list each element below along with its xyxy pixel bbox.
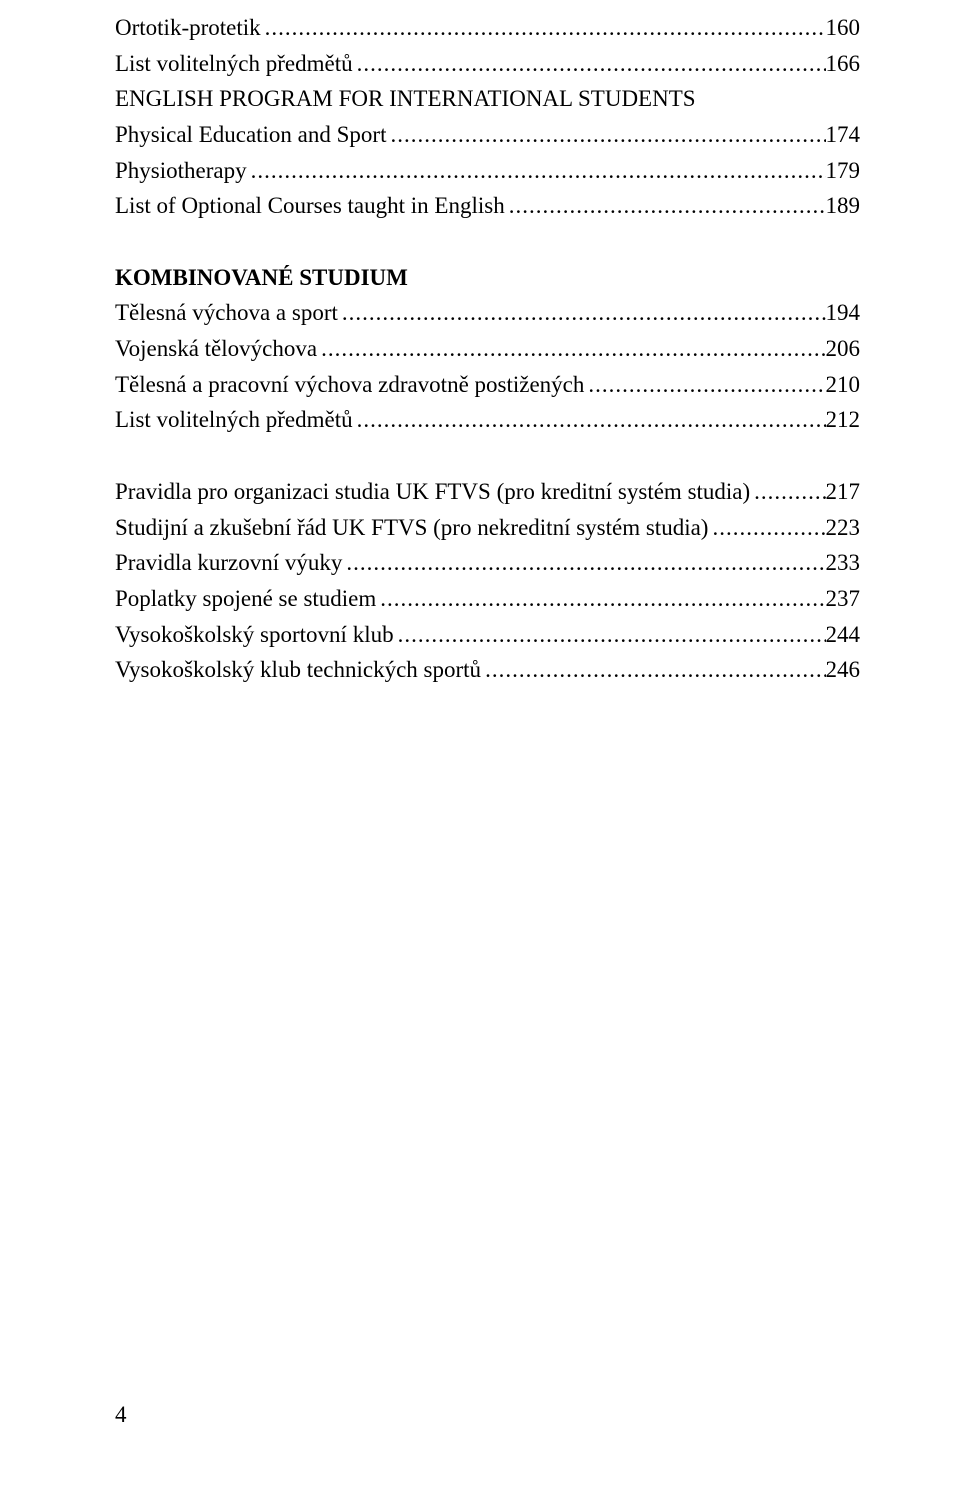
- toc-entry-page: 206: [826, 331, 861, 367]
- toc-leader-dots: [750, 474, 825, 510]
- toc-entry-page: 233: [826, 545, 861, 581]
- toc-entry-page: 179: [826, 153, 861, 189]
- toc-entry-label: Physical Education and Sport: [115, 117, 387, 153]
- toc-entry: Vysokoškolský sportovní klub 244: [115, 617, 860, 653]
- toc-entry-label: Vojenská tělovýchova: [115, 331, 317, 367]
- toc-leader-dots: [505, 188, 826, 224]
- toc-page: Ortotik-protetik160List volitelných před…: [0, 0, 960, 688]
- toc-leader-dots: [247, 153, 826, 189]
- toc-entry-page: 223: [826, 510, 861, 546]
- toc-entry: Poplatky spojené se studiem 237: [115, 581, 860, 617]
- toc-entry: Tělesná a pracovní výchova zdravotně pos…: [115, 367, 860, 403]
- toc-leader-dots: [342, 545, 825, 581]
- toc-entry: Vysokoškolský klub technických sportů 246: [115, 652, 860, 688]
- toc-entry-page: 244: [826, 617, 861, 653]
- toc-entry-label: Physiotherapy: [115, 153, 247, 189]
- blank-line: [115, 224, 860, 260]
- toc-leader-dots: [708, 510, 825, 546]
- toc-entry-label: Ortotik-protetik: [115, 10, 261, 46]
- toc-leader-dots: [317, 331, 825, 367]
- toc-entry-label: Vysokoškolský sportovní klub: [115, 617, 394, 653]
- toc-list: Ortotik-protetik160List volitelných před…: [115, 10, 860, 688]
- toc-entry-label: Pravidla pro organizaci studia UK FTVS (…: [115, 474, 750, 510]
- toc-leader-dots: [394, 617, 826, 653]
- toc-heading: KOMBINOVANÉ STUDIUM: [115, 260, 860, 296]
- toc-entry-page: 166: [826, 46, 861, 82]
- toc-leader-dots: [376, 581, 825, 617]
- blank-line: [115, 438, 860, 474]
- toc-entry-label: Tělesná a pracovní výchova zdravotně pos…: [115, 367, 584, 403]
- toc-entry: Pravidla pro organizaci studia UK FTVS (…: [115, 474, 860, 510]
- toc-entry-label: List volitelných předmětů: [115, 402, 353, 438]
- toc-leader-dots: [387, 117, 826, 153]
- toc-entry: Studijní a zkušební řád UK FTVS (pro nek…: [115, 510, 860, 546]
- toc-entry: List volitelných předmětů 212: [115, 402, 860, 438]
- page-number: 4: [115, 1402, 127, 1428]
- toc-entry-page: 210: [826, 367, 861, 403]
- toc-entry-page: 212: [826, 402, 861, 438]
- toc-entry-page: 217: [826, 474, 861, 510]
- toc-entry: List volitelných předmětů 166: [115, 46, 860, 82]
- toc-entry-page: 189: [826, 188, 861, 224]
- toc-leader-dots: [353, 402, 826, 438]
- toc-entry: Physical Education and Sport 174: [115, 117, 860, 153]
- toc-leader-dots: [353, 46, 826, 82]
- toc-entry-label: List of Optional Courses taught in Engli…: [115, 188, 505, 224]
- toc-entry-label: Pravidla kurzovní výuky: [115, 545, 342, 581]
- toc-heading: ENGLISH PROGRAM FOR INTERNATIONAL STUDEN…: [115, 81, 860, 117]
- toc-entry-label: Studijní a zkušební řád UK FTVS (pro nek…: [115, 510, 708, 546]
- toc-entry-page: 160: [826, 10, 861, 46]
- toc-entry-label: Vysokoškolský klub technických sportů: [115, 652, 481, 688]
- toc-leader-dots: [261, 10, 826, 46]
- toc-entry-label: Tělesná výchova a sport: [115, 295, 338, 331]
- toc-entry: List of Optional Courses taught in Engli…: [115, 188, 860, 224]
- toc-entry: Physiotherapy 179: [115, 153, 860, 189]
- toc-entry: Tělesná výchova a sport 194: [115, 295, 860, 331]
- toc-entry-page: 194: [826, 295, 861, 331]
- toc-entry-page: 246: [826, 652, 861, 688]
- toc-leader-dots: [481, 652, 825, 688]
- toc-leader-dots: [338, 295, 826, 331]
- toc-entry-page: 237: [826, 581, 861, 617]
- toc-entry-label: Poplatky spojené se studiem: [115, 581, 376, 617]
- toc-entry-page: 174: [826, 117, 861, 153]
- toc-entry: Vojenská tělovýchova 206: [115, 331, 860, 367]
- toc-entry: Pravidla kurzovní výuky 233: [115, 545, 860, 581]
- toc-entry-label: List volitelných předmětů: [115, 46, 353, 82]
- toc-leader-dots: [584, 367, 825, 403]
- toc-entry: Ortotik-protetik 160: [115, 10, 860, 46]
